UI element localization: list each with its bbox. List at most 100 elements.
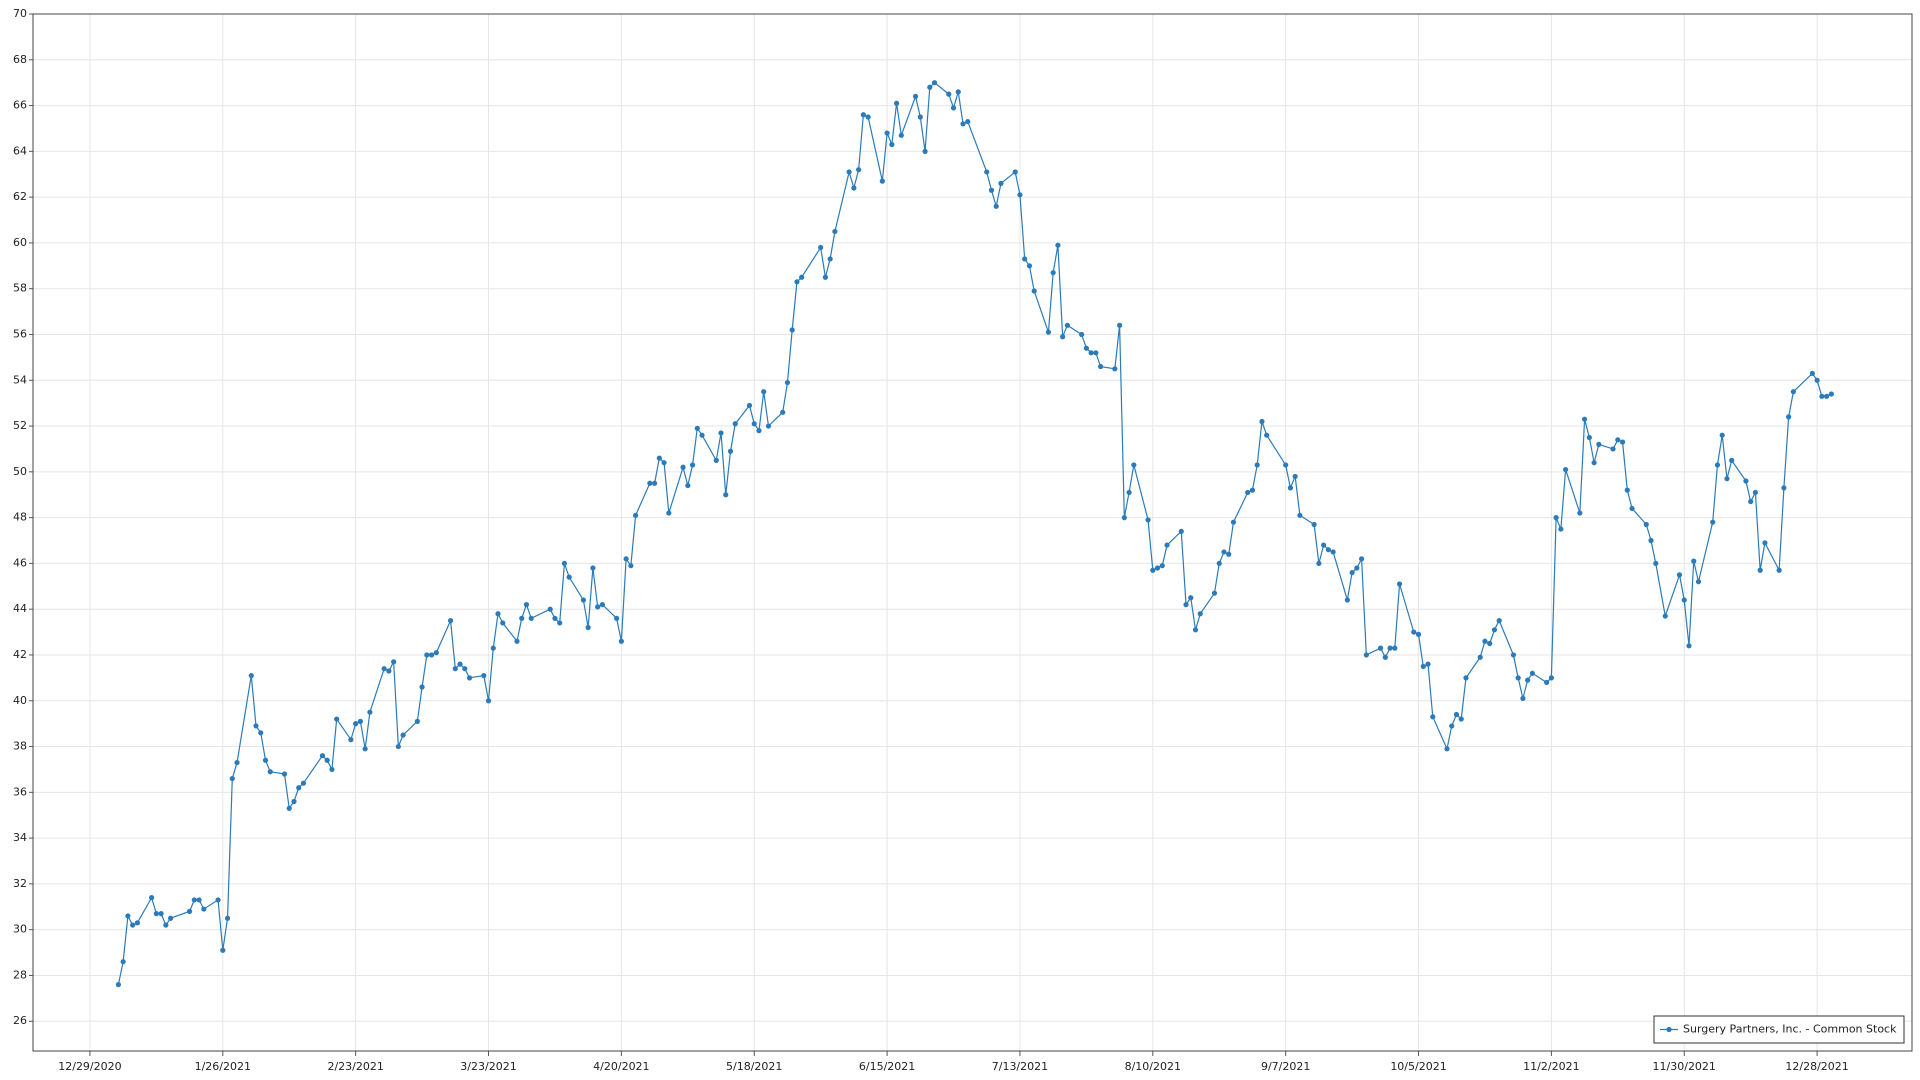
x-tick-label: 9/7/2021 bbox=[1261, 1060, 1310, 1073]
data-point bbox=[1292, 473, 1298, 480]
data-point bbox=[1828, 391, 1834, 397]
data-point bbox=[965, 118, 971, 125]
data-point bbox=[447, 618, 454, 624]
data-point bbox=[1482, 638, 1488, 644]
data-point bbox=[267, 769, 273, 775]
data-point bbox=[1586, 434, 1592, 441]
data-point bbox=[1330, 549, 1336, 555]
data-point bbox=[656, 455, 662, 461]
x-tick-label: 1/26/2021 bbox=[195, 1060, 251, 1073]
data-point bbox=[1211, 590, 1218, 596]
data-point bbox=[689, 462, 696, 468]
data-point bbox=[523, 602, 530, 608]
data-point bbox=[960, 121, 966, 127]
data-point bbox=[723, 492, 729, 498]
data-point bbox=[1387, 645, 1393, 651]
data-point bbox=[557, 620, 563, 626]
data-point bbox=[628, 563, 634, 569]
data-point bbox=[1548, 675, 1554, 681]
data-point bbox=[1676, 572, 1683, 578]
data-point bbox=[751, 421, 757, 427]
data-point bbox=[115, 982, 122, 988]
data-point bbox=[367, 709, 373, 715]
data-point bbox=[253, 723, 259, 729]
data-point bbox=[1430, 714, 1436, 720]
data-point bbox=[1786, 414, 1792, 420]
data-point bbox=[286, 805, 292, 811]
data-point bbox=[1145, 517, 1151, 523]
data-point bbox=[595, 604, 601, 610]
data-point bbox=[1064, 322, 1070, 328]
y-tick-label: 36 bbox=[13, 785, 27, 798]
data-point bbox=[1183, 602, 1189, 608]
data-point bbox=[1316, 560, 1322, 567]
y-tick-label: 64 bbox=[13, 144, 27, 157]
data-point bbox=[1045, 329, 1052, 335]
x-tick-label: 2/23/2021 bbox=[327, 1060, 383, 1073]
data-point bbox=[1757, 567, 1763, 573]
data-point bbox=[419, 684, 425, 690]
data-point bbox=[1809, 370, 1815, 377]
y-tick-label: 34 bbox=[13, 831, 27, 844]
data-point bbox=[599, 602, 605, 608]
data-point bbox=[746, 402, 753, 409]
data-point bbox=[756, 428, 762, 434]
data-point bbox=[950, 105, 957, 111]
data-point bbox=[1287, 485, 1294, 491]
data-point bbox=[296, 785, 302, 791]
data-point bbox=[490, 645, 496, 651]
x-tick-label: 5/18/2021 bbox=[726, 1060, 782, 1073]
data-point bbox=[1729, 457, 1735, 463]
data-point bbox=[1662, 613, 1668, 619]
data-point bbox=[822, 274, 829, 280]
data-point bbox=[1425, 661, 1431, 667]
data-point bbox=[1581, 416, 1588, 422]
data-point bbox=[879, 178, 885, 184]
data-point bbox=[685, 482, 691, 489]
data-point bbox=[1216, 560, 1222, 567]
data-point bbox=[1098, 363, 1104, 370]
data-point bbox=[623, 556, 629, 562]
data-point bbox=[1458, 716, 1464, 722]
y-tick-label: 52 bbox=[13, 419, 27, 432]
x-tick-label: 3/23/2021 bbox=[460, 1060, 516, 1073]
data-point bbox=[248, 672, 254, 679]
data-point bbox=[514, 638, 520, 644]
data-point bbox=[319, 753, 326, 759]
data-point bbox=[984, 169, 990, 175]
data-point bbox=[362, 746, 368, 752]
data-point bbox=[424, 652, 430, 658]
data-point bbox=[357, 718, 364, 724]
data-point bbox=[865, 114, 871, 120]
data-line bbox=[117, 81, 1832, 985]
data-point bbox=[661, 460, 667, 466]
x-tick-label: 10/5/2021 bbox=[1390, 1060, 1446, 1073]
data-point bbox=[552, 615, 558, 621]
y-tick-label: 50 bbox=[13, 465, 27, 478]
data-point bbox=[1615, 437, 1621, 443]
x-tick-label: 11/30/2021 bbox=[1653, 1060, 1716, 1073]
data-point bbox=[765, 423, 772, 429]
data-point bbox=[846, 169, 852, 175]
data-point bbox=[1719, 432, 1725, 438]
data-point bbox=[1093, 350, 1099, 356]
data-point bbox=[1553, 515, 1559, 521]
data-point bbox=[224, 915, 231, 921]
data-point bbox=[1178, 528, 1184, 534]
y-tick-label: 70 bbox=[13, 7, 27, 20]
data-point bbox=[1420, 663, 1426, 670]
data-point bbox=[1022, 256, 1028, 262]
data-point bbox=[149, 895, 155, 901]
data-point bbox=[889, 141, 895, 148]
data-point bbox=[500, 620, 506, 626]
data-point bbox=[931, 80, 938, 86]
data-point bbox=[1031, 288, 1037, 294]
data-point bbox=[391, 659, 397, 665]
data-point bbox=[1814, 377, 1820, 383]
data-point bbox=[528, 615, 534, 621]
data-point bbox=[590, 565, 596, 571]
data-point bbox=[519, 615, 525, 621]
y-tick-label: 28 bbox=[13, 968, 27, 981]
